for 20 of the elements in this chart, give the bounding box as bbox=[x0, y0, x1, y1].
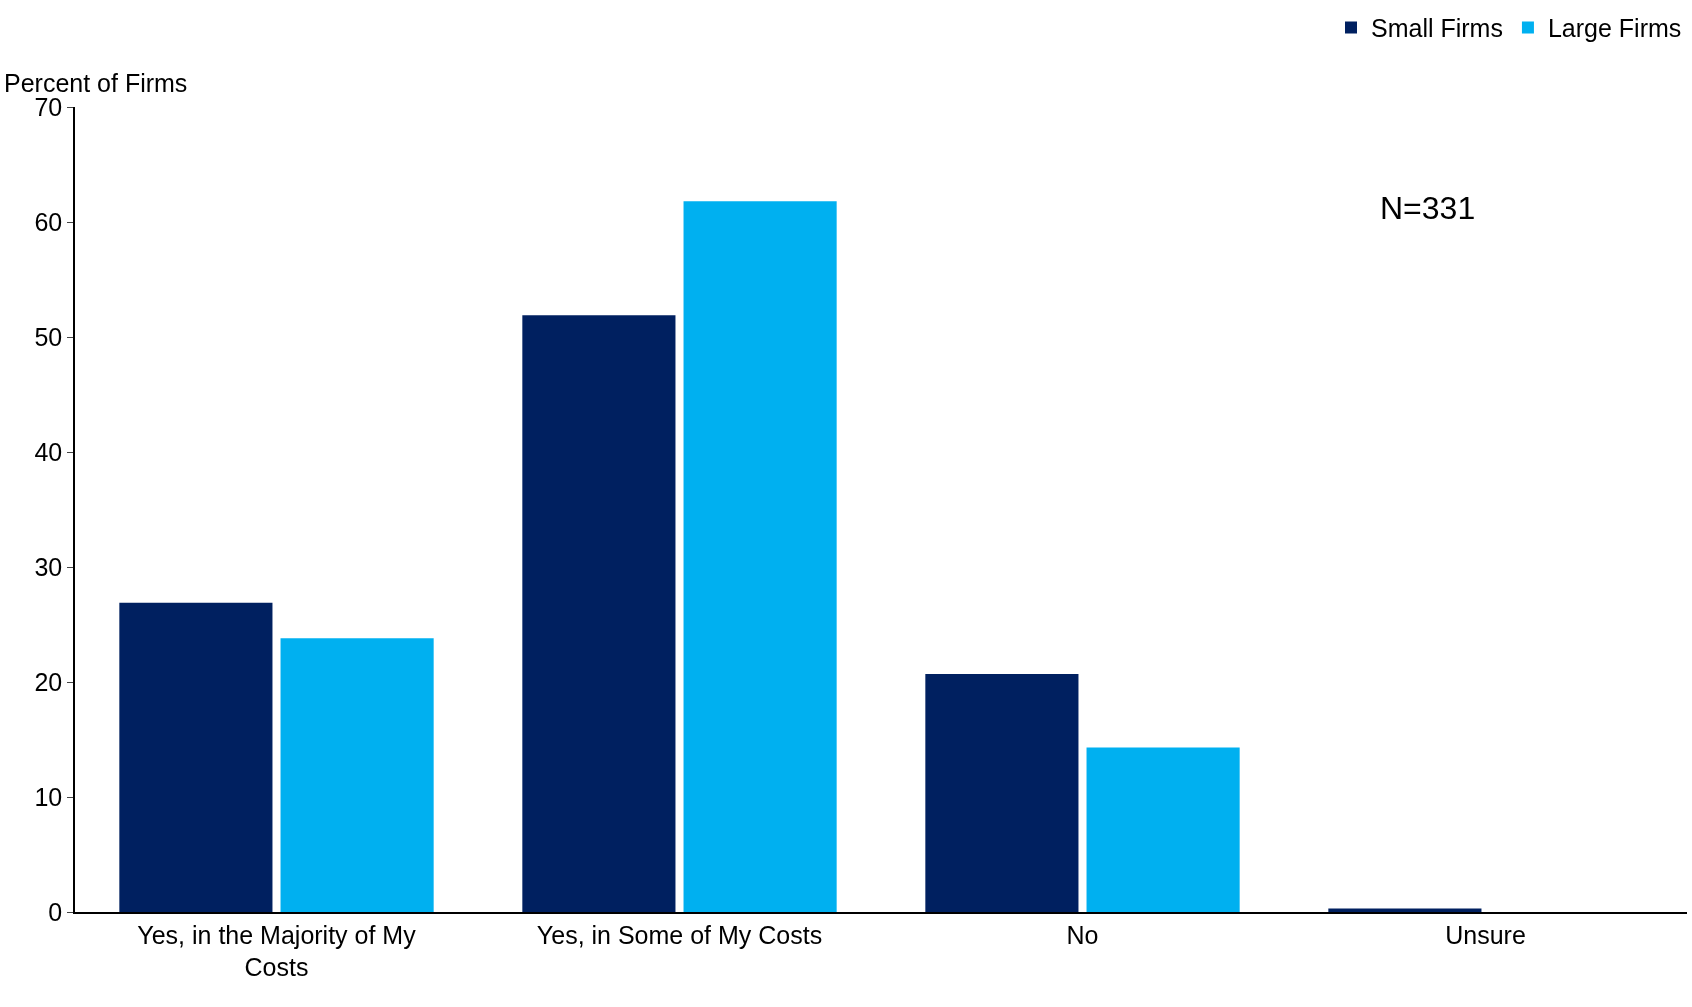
y-tick-label: 10 bbox=[34, 782, 63, 811]
y-tick-label: 60 bbox=[34, 207, 63, 236]
y-tick-label: 0 bbox=[48, 897, 63, 926]
x-tick-label: Unsure bbox=[1445, 920, 1526, 949]
bar bbox=[522, 315, 676, 912]
x-tick-label: Yes, in the Majority of My Costs bbox=[137, 920, 417, 982]
bar bbox=[119, 602, 273, 912]
bar bbox=[280, 638, 434, 912]
y-tick-label: 40 bbox=[34, 437, 63, 466]
x-tick-label: No bbox=[1066, 920, 1099, 949]
bar bbox=[925, 673, 1079, 912]
y-tick-label: 50 bbox=[34, 322, 63, 351]
y-tick-label: 20 bbox=[34, 667, 63, 696]
legend-label: Small Firms bbox=[1371, 14, 1503, 43]
x-tick-label: Yes, in Some of My Costs bbox=[536, 920, 823, 949]
y-tick-label: 30 bbox=[34, 552, 63, 581]
annotation: N=331 bbox=[1380, 190, 1476, 226]
legend-label: Large Firms bbox=[1547, 14, 1682, 43]
bar bbox=[1086, 747, 1240, 912]
bar bbox=[683, 201, 837, 912]
